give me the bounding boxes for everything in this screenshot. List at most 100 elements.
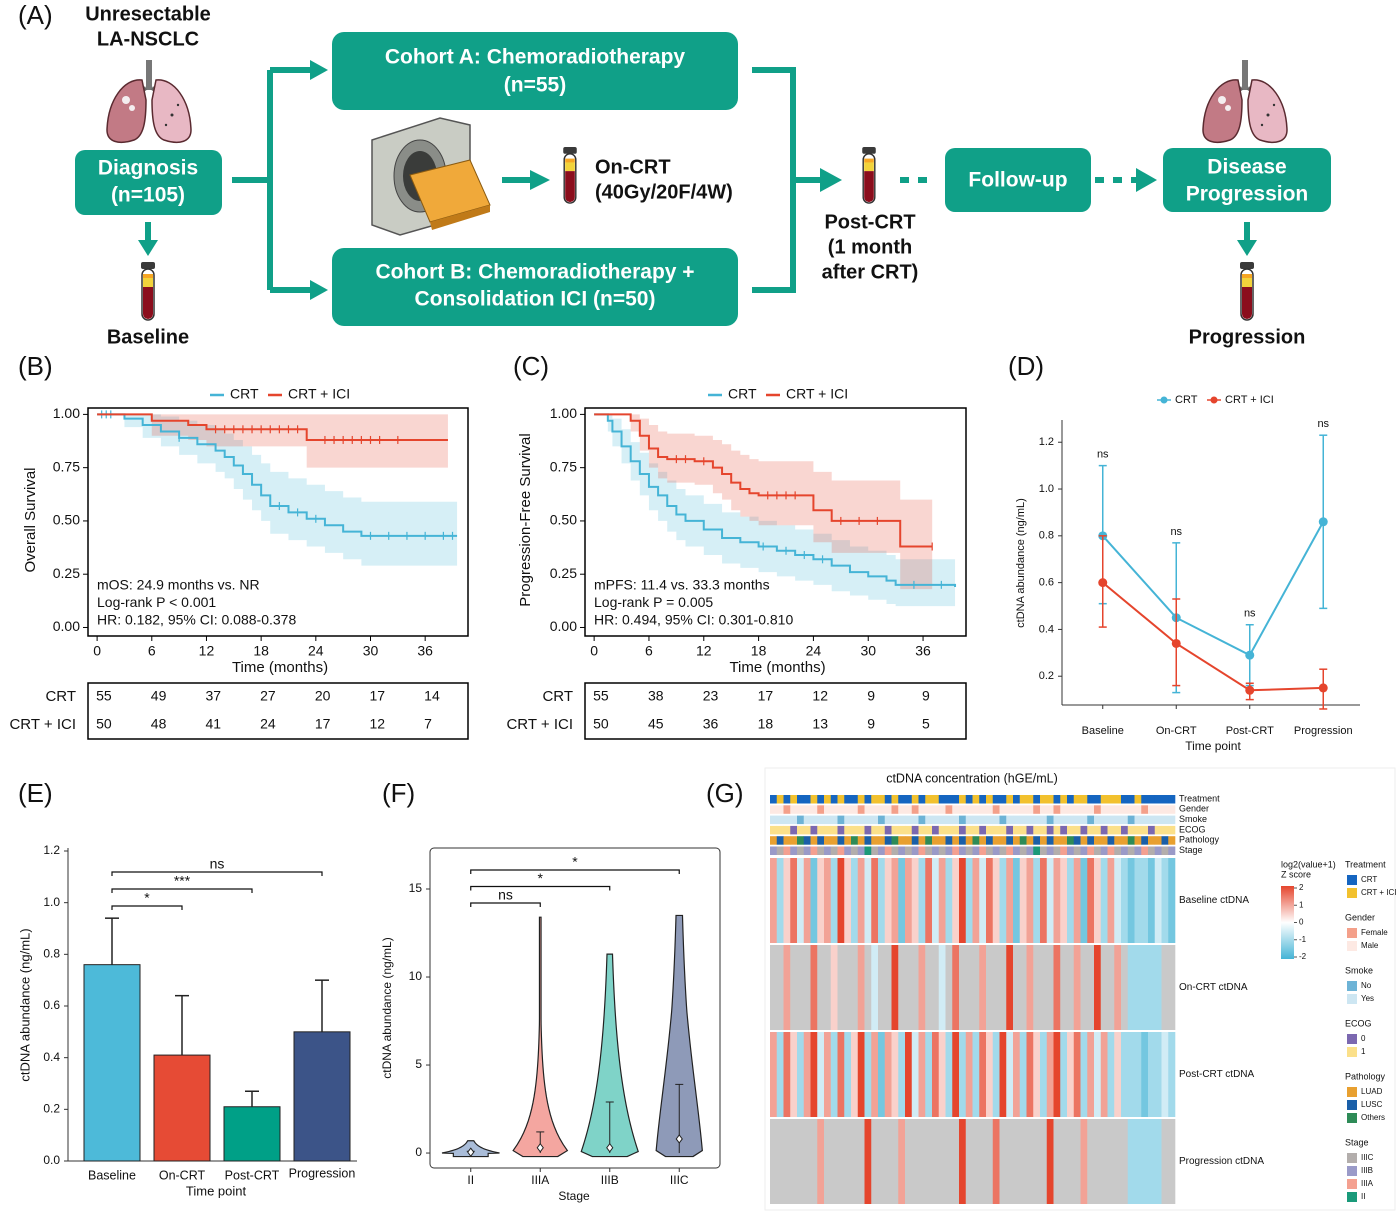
annotation-cell (905, 846, 913, 855)
annotation-cell (1148, 836, 1156, 845)
heatmap-cell (1141, 1032, 1149, 1117)
y-axis-title: ctDNA abundance (ng/mL) (17, 928, 32, 1081)
significance-label: ns (1097, 449, 1109, 461)
heatmap-cell (986, 945, 994, 1030)
annotation-cell (1013, 805, 1021, 814)
annotation-cell (911, 795, 919, 804)
legend-title: Treatment (1345, 859, 1386, 869)
heatmap-cell (824, 945, 832, 1030)
annotation-cell (1040, 836, 1048, 845)
row-label: Post-CRT ctDNA (1179, 1069, 1255, 1080)
annotation-cell (857, 825, 865, 835)
heatmap-cell (905, 945, 913, 1030)
heatmap-cell (938, 945, 946, 1030)
annotation-cell (1168, 846, 1176, 855)
annotation-cell (857, 846, 865, 855)
annotation-cell (925, 795, 933, 804)
colorbar (1281, 886, 1294, 959)
heatmap-cell (1087, 858, 1095, 943)
annotation-cell (1148, 795, 1156, 804)
heatmap-cell (1019, 1032, 1027, 1117)
annotation-cell (810, 836, 818, 845)
heatmap-cell (830, 1119, 838, 1204)
annotation-cell (1013, 815, 1021, 825)
heatmap-cell (1087, 945, 1095, 1030)
annotation-cell (1154, 846, 1162, 855)
annotation-cell (1161, 795, 1169, 804)
heatmap-cell (810, 945, 818, 1030)
annotation-cell (905, 836, 913, 845)
annotation-cell (1060, 805, 1068, 814)
annotation-cell (959, 836, 967, 845)
risk-count: 36 (703, 716, 719, 732)
heatmap-cell (776, 1032, 784, 1117)
annotation-cell (992, 805, 1000, 814)
annotation-cell (1033, 815, 1041, 825)
heatmap-cell (1161, 945, 1169, 1030)
annotation-cell (938, 815, 946, 825)
annotation-cell (979, 795, 987, 804)
annotation-cell (871, 805, 879, 814)
heatmap-cell (1067, 858, 1075, 943)
heatmap-cell (932, 1032, 940, 1117)
annotation: mOS: 24.9 months vs. NR (97, 577, 260, 593)
annotation-cell (797, 846, 805, 855)
x-tick-label: Baseline (1082, 725, 1124, 737)
lung-icon (1201, 60, 1289, 145)
heatmap-cell (979, 1032, 987, 1117)
heatmap-cell (1019, 945, 1027, 1030)
annotation-cell (770, 795, 778, 804)
heatmap-cell (918, 945, 926, 1030)
annotation-cell (790, 805, 798, 814)
annotation-cell (965, 846, 973, 855)
heatmap-cell (1080, 945, 1088, 1030)
annotation-cell (844, 825, 852, 835)
annotation-cell (905, 815, 913, 825)
colorbar-title: Z score (1281, 869, 1311, 879)
heatmap-cell (797, 1032, 805, 1117)
annotation-cell (952, 825, 960, 835)
annotation-cell (898, 805, 906, 814)
annotation-cell (1127, 815, 1135, 825)
annotation-cell (810, 805, 818, 814)
legend-label: LUAD (1361, 1087, 1383, 1096)
heatmap-cell (1168, 945, 1176, 1030)
annotation-cell (1026, 825, 1034, 835)
legend-swatch (1347, 941, 1357, 951)
heatmap-cell (979, 1119, 987, 1204)
annotation-cell (1067, 815, 1075, 825)
annotation-cell (1087, 815, 1095, 825)
annotation-cell (918, 825, 926, 835)
survival-curve (97, 413, 448, 441)
heatmap-cell (1060, 1119, 1068, 1204)
heatmap-cell (945, 858, 953, 943)
annotation-cell (776, 846, 784, 855)
annotation-cell (959, 795, 967, 804)
heatmap-cell (992, 858, 1000, 943)
heatmap-cell (1067, 945, 1075, 1030)
risk-count: 17 (758, 688, 774, 704)
heatmap-cell (1134, 945, 1142, 1030)
heatmap-cell (1107, 858, 1115, 943)
heatmap-cell (918, 1119, 926, 1204)
annotation-cell (1114, 825, 1122, 835)
annotation-cell (1006, 846, 1014, 855)
heatmap-cell (830, 1032, 838, 1117)
heatmap-cell (1100, 1032, 1108, 1117)
x-tick-label: 18 (751, 643, 767, 659)
connectors (145, 67, 1250, 293)
annotation-cell (851, 836, 859, 845)
heatmap-cell (884, 1119, 892, 1204)
annotation-cell (824, 825, 832, 835)
heatmap-cell (1100, 858, 1108, 943)
legend-label: II (1361, 1192, 1365, 1201)
violin (655, 914, 703, 1158)
heatmap-cell (803, 1119, 811, 1204)
annotation-cell (1114, 836, 1122, 845)
legend-swatch (1347, 981, 1357, 991)
annotation-cell (1013, 846, 1021, 855)
x-tick-label: 36 (915, 643, 931, 659)
annotation-cell (1127, 846, 1135, 855)
legend-label: 0 (1361, 1034, 1366, 1043)
heatmap-cell (979, 945, 987, 1030)
